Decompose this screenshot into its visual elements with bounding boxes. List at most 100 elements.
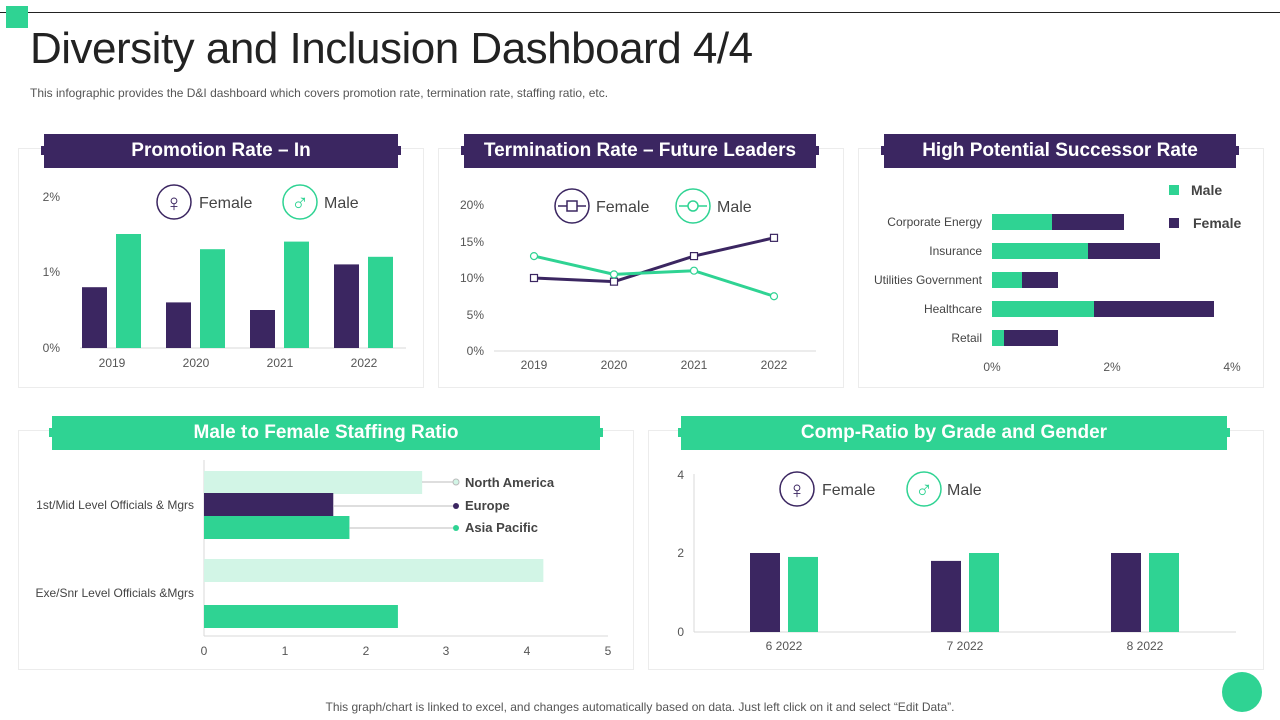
y-tick-label: 5% xyxy=(467,308,485,322)
bar-female-Corporate Energy xyxy=(1052,214,1124,230)
male-icon-ring xyxy=(282,184,318,220)
bar-male-Insurance xyxy=(992,243,1088,259)
x-tick-label: 1 xyxy=(282,644,289,658)
point-female-2022 xyxy=(769,233,779,242)
y-tick-label: 0% xyxy=(467,344,485,358)
staffing-chart: 1st/Mid Level Officials & Mgrs Exe/Snr L… xyxy=(35,460,612,658)
legend-male-label: Male xyxy=(324,195,359,212)
legend-female: ♀ Female xyxy=(156,184,252,220)
y-tick-label: 0% xyxy=(43,341,61,355)
male-icon: ♂ xyxy=(915,477,933,504)
staffing-banner: Male to Female Staffing Ratio xyxy=(52,416,600,450)
line-male xyxy=(533,254,775,298)
y-tick-label: 10% xyxy=(460,271,484,285)
y-tick-label: 15% xyxy=(460,235,484,249)
x-tick-label: 2% xyxy=(1103,360,1121,374)
top-rule xyxy=(0,12,1280,13)
bar-female-Healthcare xyxy=(1094,301,1214,317)
bar-female-0 xyxy=(750,553,780,632)
banner-handle xyxy=(41,146,50,155)
bar-male-Healthcare xyxy=(992,301,1094,317)
x-tick-label: 0 xyxy=(201,644,208,658)
female-marker-icon xyxy=(566,200,578,212)
termination-card xyxy=(438,148,844,388)
bar-male-2 xyxy=(1149,553,1179,632)
bar-male-Retail xyxy=(992,330,1004,346)
legend-male: Male xyxy=(675,188,752,224)
promotion-chart: 0% 1% 2% 2019 2020 2021 2022 ♀ Female ♂ … xyxy=(43,184,406,370)
x-tick-label: 8 2022 xyxy=(1127,639,1164,653)
x-tick-label: 0% xyxy=(983,360,1001,374)
comp-chart: 0 2 4 6 2022 7 2022 8 2022 ♀ Female ♂ Ma… xyxy=(677,468,1236,653)
x-tick-label: 2022 xyxy=(351,356,378,370)
banner-handle xyxy=(678,428,687,437)
page-subtitle: This infographic provides the D&I dashbo… xyxy=(30,86,609,100)
page-title: Diversity and Inclusion Dashboard 4/4 xyxy=(30,24,753,73)
x-tick-label: 2 xyxy=(363,644,370,658)
x-ticks: 0% 2% 4% xyxy=(983,360,1241,374)
x-tick-label: 3 xyxy=(443,644,450,658)
category-label: Healthcare xyxy=(924,302,982,316)
y-ticks: 0 2 4 xyxy=(677,468,684,639)
bar-female-2020 xyxy=(166,302,191,348)
y-ticks: 0% 1% 2% xyxy=(43,190,61,355)
x-ticks: 2019 2020 2021 2022 xyxy=(521,358,788,372)
action-circle-button[interactable] xyxy=(1222,672,1262,712)
bar-female-Retail xyxy=(1004,330,1058,346)
callout-label: Asia Pacific xyxy=(465,520,538,535)
x-tick-label: 6 2022 xyxy=(766,639,803,653)
x-tick-label: 2019 xyxy=(521,358,548,372)
y-tick-label: 20% xyxy=(460,198,484,212)
female-icon-ring xyxy=(779,471,815,507)
legend-male-swatch xyxy=(1169,185,1179,195)
bar-female-2021 xyxy=(250,310,275,348)
legend-female-swatch xyxy=(1169,218,1179,228)
male-icon-ring xyxy=(906,471,942,507)
point-male-2019 xyxy=(529,251,539,261)
legend-female: Female xyxy=(554,188,649,224)
y-categories: Corporate Energy Insurance Utilities Gov… xyxy=(874,215,983,345)
banner-handle xyxy=(881,146,890,155)
bar-male-0 xyxy=(788,556,818,632)
bar-female-2019 xyxy=(82,287,107,348)
callouts: North America Europe Asia Pacific xyxy=(333,475,555,535)
staffing-card xyxy=(18,430,634,670)
callout-dot xyxy=(453,525,459,531)
female-icon: ♀ xyxy=(788,477,806,504)
banner-handle xyxy=(1221,428,1230,437)
legend-male-label: Male xyxy=(717,199,752,216)
legend-male: ♂ Male xyxy=(906,471,982,507)
x-tick-label: 2021 xyxy=(267,356,294,370)
legend-female-label: Female xyxy=(596,199,649,216)
y-tick-label: 2 xyxy=(677,546,684,560)
male-icon: ♂ xyxy=(291,190,309,217)
legend: Male Female xyxy=(1169,182,1241,231)
point-male-2021 xyxy=(689,266,699,275)
bar-europe-0 xyxy=(204,493,334,516)
termination-banner: Termination Rate – Future Leaders xyxy=(464,134,816,168)
category-label: Insurance xyxy=(929,244,982,258)
x-tick-label: 4 xyxy=(524,644,531,658)
callout-dot xyxy=(453,503,459,509)
successor-card xyxy=(858,148,1264,388)
y-tick-label: 2% xyxy=(43,190,61,204)
banner-handle xyxy=(1230,146,1239,155)
bar-female-2 xyxy=(1111,553,1141,632)
promotion-banner: Promotion Rate – In xyxy=(44,134,398,168)
category-label: 1st/Mid Level Officials & Mgrs xyxy=(36,498,194,512)
x-tick-label: 2020 xyxy=(183,356,210,370)
bar-north-america-0 xyxy=(204,471,423,494)
bar-asia-pacific-0 xyxy=(204,516,350,539)
male-marker-icon xyxy=(687,200,699,212)
bar-female-Utilities Government xyxy=(1022,272,1058,288)
female-icon-ring xyxy=(156,184,192,220)
termination-chart: 0% 5% 10% 15% 20% 2019 2020 2021 2022 Fe… xyxy=(460,188,816,372)
legend-female-label: Female xyxy=(822,482,875,499)
y-tick-label: 1% xyxy=(43,265,61,279)
legend-male-label: Male xyxy=(947,482,982,499)
callout-label: North America xyxy=(465,475,555,490)
x-tick-label: 5 xyxy=(605,644,612,658)
banner-handle xyxy=(392,146,401,155)
point-male-2020 xyxy=(609,270,619,279)
point-male-2022 xyxy=(769,292,779,301)
